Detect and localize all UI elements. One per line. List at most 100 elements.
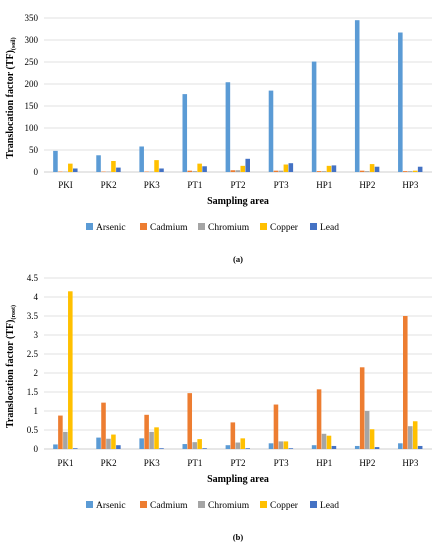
y-tick-label: 150 — [25, 101, 39, 111]
bar-chromium-pk1 — [63, 431, 68, 449]
chart-panel-a: 0 50 100 150 200 250 300 350 PKI PK2 PK3 PT1 PT2 PT3… — [5, 13, 432, 264]
bar-lead-pt2 — [245, 448, 250, 449]
legend-swatch-copper — [260, 223, 267, 230]
bar-arsenic-hp2 — [354, 20, 360, 173]
bar-arsenic-pt1 — [182, 444, 188, 449]
bar-lead-pki — [72, 168, 78, 172]
bar-cadmium-pt3 — [273, 170, 279, 172]
x-tick-label: PT1 — [187, 458, 202, 468]
legend-swatch-lead — [310, 223, 317, 230]
bar-cadmium-hp1 — [316, 389, 322, 449]
bar-copper-pt2 — [240, 165, 246, 172]
y-tick-label: 350 — [25, 13, 39, 23]
bar-arsenic-pt2 — [225, 445, 231, 449]
y-tick-label: 3 — [34, 330, 39, 340]
chart-panel-b: 0 0.5 1 1.5 2 2.5 3 3.5 4 4.5 PK1 PK2 PK3 PT1 PT2 PT3 H… — [5, 273, 432, 542]
y-tick-label: 2 — [34, 368, 39, 378]
bar-arsenic-hp1 — [311, 445, 317, 449]
legend-label-chromium: Chromium — [208, 501, 250, 511]
bar-copper-hp1 — [326, 165, 332, 172]
bar-chromium-pt1 — [192, 171, 197, 172]
bar-lead-hp3 — [417, 445, 423, 449]
x-tick-label: HP2 — [359, 180, 375, 190]
legend-swatch-cadmium — [140, 223, 147, 230]
bar-copper-pt2 — [240, 438, 246, 449]
bar-chromium-pk3 — [149, 431, 154, 449]
bar-cadmium-pk3 — [144, 414, 149, 449]
legend-swatch-lead — [310, 501, 317, 508]
x-tick-label: HP1 — [316, 458, 332, 468]
bar-lead-pk3 — [159, 168, 164, 172]
bar-arsenic-pt3 — [268, 90, 274, 172]
x-tick-label: PK3 — [144, 180, 161, 190]
bar-cadmium-hp3 — [403, 316, 408, 449]
bar-cadmium-pk2 — [101, 402, 106, 449]
legend-label-cadmium: Cadmium — [150, 223, 188, 233]
gridlines — [44, 17, 432, 173]
bar-copper-pt1 — [197, 163, 202, 172]
x-tick-label: HP1 — [316, 180, 332, 190]
bar-arsenic-pk1 — [53, 444, 58, 449]
bar-arsenic-hp2 — [354, 445, 360, 449]
bar-chromium-pt3 — [278, 441, 284, 449]
bar-cadmium-pt2 — [230, 422, 236, 449]
bar-cadmium-pt1 — [187, 393, 193, 449]
bar-chromium-hp1 — [321, 171, 327, 172]
legend-swatch-arsenic — [86, 223, 93, 230]
legend-swatch-chromium — [198, 501, 205, 508]
bar-lead-pt3 — [288, 163, 294, 172]
x-tick-label: PT3 — [274, 180, 290, 190]
x-tick-label: HP3 — [402, 458, 419, 468]
legend-label-lead: Lead — [320, 223, 339, 233]
x-tick-label: PT2 — [230, 180, 245, 190]
legend-label-arsenic: Arsenic — [96, 501, 126, 511]
bar-chromium-hp2 — [364, 171, 370, 172]
bar-cadmium-pt3 — [273, 404, 279, 449]
x-tick-label: PK1 — [58, 458, 74, 468]
legend-label-cadmium: Cadmium — [150, 501, 188, 511]
panel-label: (b) — [233, 532, 244, 542]
bar-copper-pk3 — [154, 427, 159, 449]
bar-chromium-pk2 — [106, 438, 111, 449]
bar-lead-pt3 — [288, 448, 294, 449]
y-tick-label: 2.5 — [27, 349, 39, 359]
x-tick-label: HP3 — [402, 180, 419, 190]
bar-arsenic-pt1 — [182, 94, 188, 172]
y-tick-label: 3.5 — [27, 311, 39, 321]
y-tick-label: 0.5 — [27, 425, 39, 435]
bar-lead-pk2 — [116, 167, 121, 172]
bar-lead-hp1 — [331, 165, 337, 172]
panel-label: (a) — [233, 254, 243, 264]
y-tick-label: 0 — [34, 444, 39, 454]
x-tick-label: PK2 — [101, 458, 117, 468]
x-tick-label: PT1 — [187, 180, 202, 190]
legend-label-lead: Lead — [320, 501, 339, 511]
bar-arsenic-hp3 — [398, 32, 403, 172]
bar-copper-hp2 — [369, 429, 375, 449]
bar-arsenic-pt3 — [268, 443, 274, 449]
legend-label-arsenic: Arsenic — [96, 223, 126, 233]
bar-cadmium-pk1 — [58, 415, 63, 449]
bar-copper-pt3 — [283, 441, 289, 449]
y-tick-label: 100 — [25, 123, 39, 133]
x-tick-labels: PKI PK2 PK3 PT1 PT2 PT3 HP1 HP2 HP3 — [58, 180, 419, 190]
bar-lead-hp2 — [374, 166, 380, 172]
bar-lead-hp2 — [374, 447, 380, 449]
bar-chromium-hp3 — [407, 171, 413, 172]
legend-label-chromium: Chromium — [208, 223, 250, 233]
bar-arsenic-pk2 — [96, 155, 101, 172]
legend-swatch-copper — [260, 501, 267, 508]
legend-swatch-cadmium — [140, 501, 147, 508]
y-tick-label: 1.5 — [27, 387, 39, 397]
bar-lead-pt1 — [202, 166, 207, 172]
bar-cadmium-hp2 — [359, 170, 365, 172]
legend: Arsenic Cadmium Chromium Copper Lead — [86, 223, 339, 233]
bar-copper-pk1 — [68, 291, 73, 449]
bar-chromium-pt2 — [235, 442, 241, 449]
y-tick-label: 0 — [34, 167, 39, 177]
bar-copper-pk2 — [111, 434, 116, 449]
bar-lead-pk1 — [72, 448, 78, 449]
y-tick-label: 250 — [25, 57, 39, 67]
legend-swatch-arsenic — [86, 501, 93, 508]
